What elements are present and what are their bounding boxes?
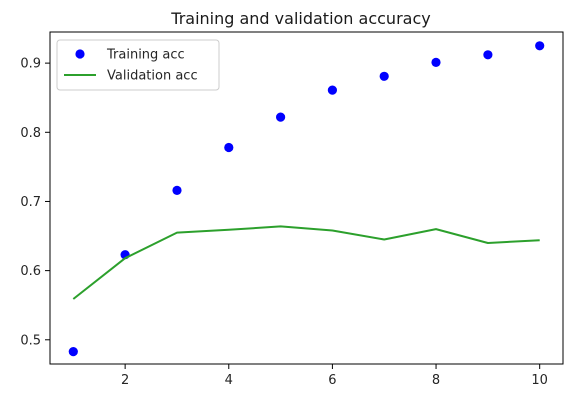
training-acc-point (327, 85, 337, 95)
legend: Training acc Validation acc (56, 39, 220, 91)
legend-box (56, 39, 220, 91)
legend-label: Validation acc (107, 69, 198, 84)
plot-area (68, 41, 545, 357)
y-tick-label: 0.6 (20, 264, 41, 279)
chart-title: Training and validation accuracy (170, 9, 430, 28)
x-tick-label: 4 (225, 373, 233, 388)
training-acc-point (379, 71, 389, 81)
y-tick-label: 0.9 (20, 57, 41, 72)
legend-label: Training acc (106, 48, 185, 63)
training-acc-point (431, 57, 441, 67)
validation-acc-line (72, 225, 540, 300)
legend-marker-swatch (75, 49, 85, 59)
training-acc-point (68, 347, 78, 357)
x-tick-label: 2 (121, 373, 129, 388)
y-tick-label: 0.7 (20, 195, 41, 210)
axes: 2 4 6 8 10 0.5 0.6 0.7 0.8 0.9 (20, 31, 564, 388)
x-tick-label: 6 (328, 373, 336, 388)
y-tick-label: 0.5 (20, 333, 41, 348)
training-acc-point (224, 142, 234, 153)
plot-frame (49, 31, 564, 365)
training-acc-point (276, 112, 286, 122)
training-acc-point (172, 185, 182, 195)
y-tick-label: 0.8 (20, 126, 41, 141)
training-acc-point (483, 50, 493, 60)
x-tick-label: 8 (432, 373, 440, 388)
training-acc-point (535, 41, 545, 51)
x-tick-label: 10 (531, 373, 548, 388)
